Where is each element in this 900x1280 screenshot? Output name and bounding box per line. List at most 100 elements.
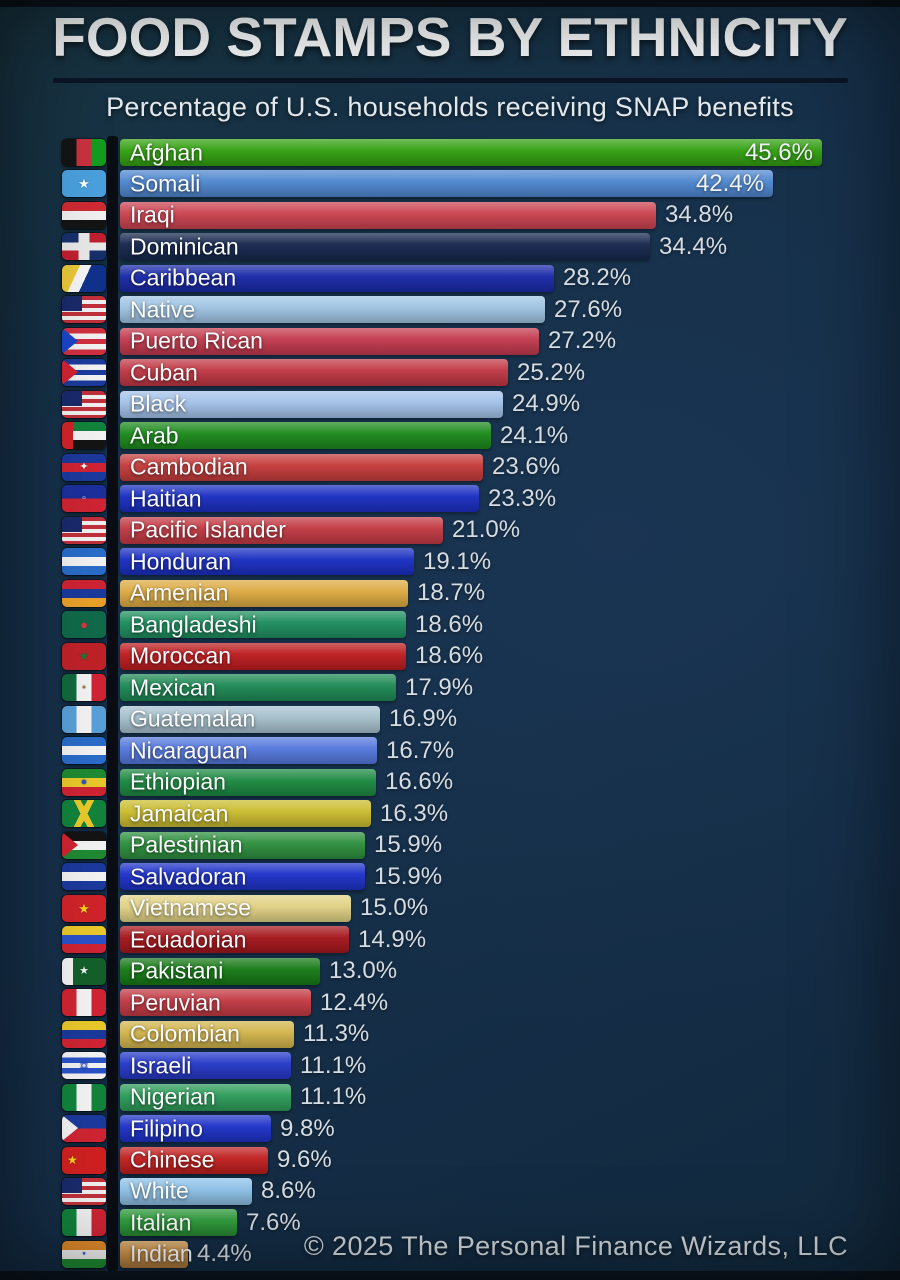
peru-flag-icon [62,989,106,1017]
philippines-flag-icon [62,1115,106,1143]
chart-row: ✡ Israeli 11.1% [0,1051,900,1080]
bar-label: Jamaican [130,800,229,827]
uae-flag-icon [62,422,106,450]
bar-label: Iraqi [130,201,175,228]
page-subtitle: Percentage of U.S. households receiving … [106,92,794,122]
bar-label: Guatemalan [130,705,256,732]
chart-row: Armenian 18.7% [0,579,900,607]
bar-label: Haitian [130,485,202,512]
bar: Haitian [120,485,479,513]
flag-emblem: ★ [79,964,89,977]
chart-row: Iraqi 34.8% [0,201,900,229]
bar-label: Nicaraguan [130,737,248,764]
puerto-rico-flag-icon [62,327,106,355]
bar-value: 34.4% [659,232,728,260]
morocco-flag-icon: ★ [62,642,106,670]
chart-row: Italian 7.6% [0,1209,900,1237]
cambodia-flag-icon: ✦ [62,453,106,481]
bar-label: Arab [130,422,179,449]
afghan-flag-icon [62,139,106,166]
bar: Somali 42.4% [120,169,773,198]
bar-label: Puerto Rican [130,327,263,354]
bar-value: 16.9% [389,705,458,733]
bar-label: Indian [130,1240,193,1267]
bar: Pakistani [120,957,320,985]
bar-label: Honduran [130,548,232,575]
nicaragua-flag-icon [62,737,106,765]
bar-label: Nigerian [130,1083,216,1110]
bar-value: 9.8% [280,1114,335,1142]
bar-value: 11.1% [300,1051,367,1079]
bar-value: 24.9% [512,390,581,418]
bar-label: Armenian [130,579,229,606]
honduras-flag-icon [62,548,106,576]
chart-row: Salvadoran 15.9% [0,862,900,891]
bar: Filipino [120,1115,271,1143]
bar: Iraqi [120,201,656,229]
bar-value: 11.3% [303,1020,370,1048]
bottom-edge-strip [0,1271,900,1280]
chart-row: ✦ Cambodian 23.6% [0,453,900,481]
cuba-flag-icon [62,359,106,387]
bar-value: 25.2% [517,358,586,386]
black-us-flag-icon [62,390,106,418]
chart-row: Jamaican 16.3% [0,800,900,828]
armenia-flag-icon [62,579,106,607]
chart-row: ▫ Haitian 23.3% [0,485,900,513]
bar: Nicaraguan [120,737,377,765]
israel-flag-icon: ✡ [62,1052,106,1080]
flag-emblem: ★ [78,649,90,664]
bar: Salvadoran [120,863,365,891]
bar-value: 34.8% [665,201,734,229]
top-edge-strip [0,0,900,7]
chart-row: ● Ethiopian 16.6% [0,768,900,796]
chart-row: ★ Chinese 9.6% [0,1146,900,1174]
china-flag-icon: ★ [62,1146,106,1174]
el-salvador-flag-icon [62,863,106,891]
bar-label: Palestinian [130,831,243,858]
chart-row: Black 24.9% [0,390,900,418]
bar: Guatemalan [120,705,380,733]
chart-row: Nigerian 11.1% [0,1083,900,1111]
bar: Chinese [120,1146,268,1174]
ecuador-flag-icon [62,926,106,954]
bar: Afghan 45.6% [120,139,822,166]
flag-emblem: ✦ [79,460,89,473]
dominican-flag-icon [62,233,106,261]
bar: Native [120,296,545,324]
iraqi-flag-icon [62,201,106,229]
bar-chart: Afghan 45.6% ★ Somali 42.4% Iraqi 34.8% Dominic… [0,136,900,1271]
chart-row: Cuban 25.2% [0,358,900,387]
page-title: FOOD STAMPS BY ETHNICITY [52,6,848,68]
bar: Indian [120,1240,193,1268]
title-divider [52,78,848,83]
flag-emblem: ● [82,1251,86,1258]
bar: Italian [120,1209,237,1237]
italy-flag-icon [62,1209,106,1237]
pacific-islander-flag-icon [62,516,106,544]
bar: Armenian [120,579,408,607]
bar: Black [120,390,503,418]
bar-label: Cambodian [130,453,248,480]
flag-emblem: ★ [78,176,90,192]
haiti-flag-icon: ▫ [62,485,106,513]
bar: Cambodian [120,453,483,481]
bangladesh-flag-icon: ● [62,611,106,639]
bar-value: 18.6% [415,642,484,670]
chart-row: Peruvian 12.4% [0,989,900,1017]
bar: Ethiopian [120,768,376,796]
chart-row: Native 27.6% [0,296,900,324]
chart-rows: Afghan 45.6% ★ Somali 42.4% Iraqi 34.8% Dominic… [0,139,900,1268]
chart-row: Arab 24.1% [0,422,900,450]
bar-value: 18.7% [417,579,486,607]
bar-value: 15.9% [374,862,443,890]
bar-label: Pacific Islander [130,516,286,543]
bar-value: 16.6% [385,768,454,796]
bar-label: Native [130,296,196,323]
bar-label: Salvadoran [130,863,247,890]
bar-value: 42.4% [695,169,764,197]
bar-value: 28.2% [563,264,632,292]
mexico-flag-icon: ● [62,674,106,702]
flag-emblem: ✡ [78,1058,90,1073]
